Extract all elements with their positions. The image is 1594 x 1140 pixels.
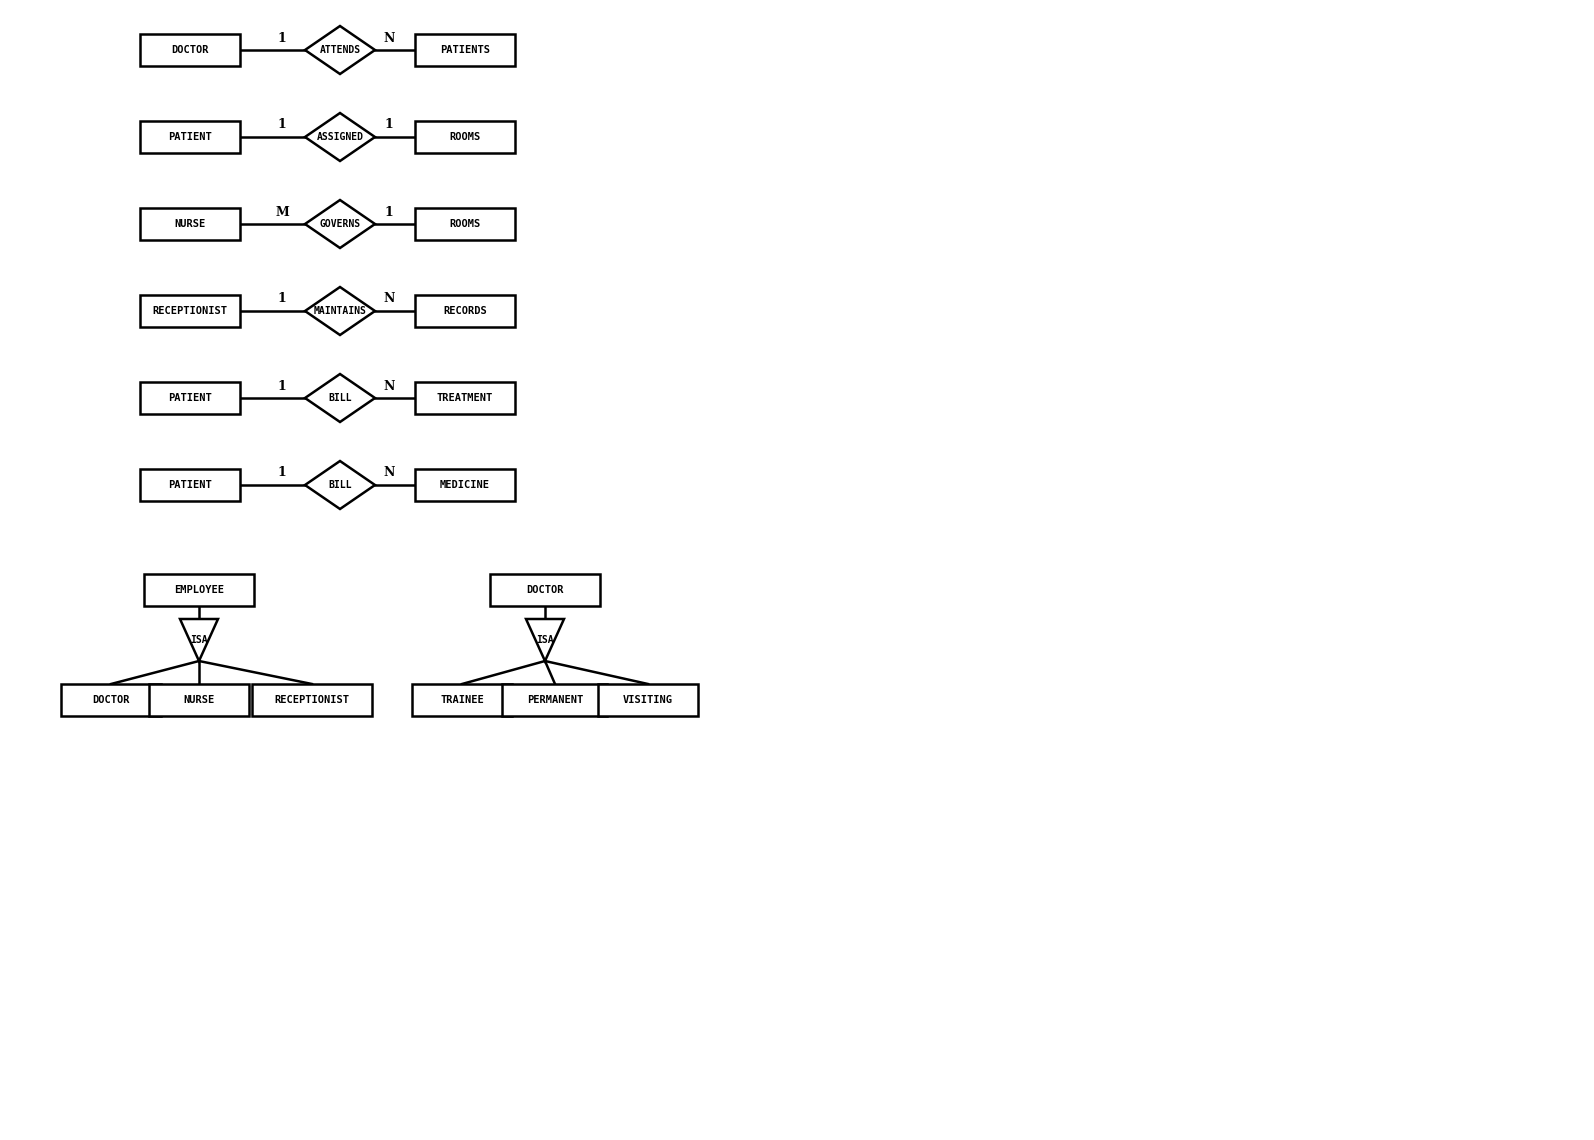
Text: PATIENT: PATIENT — [167, 480, 212, 490]
FancyBboxPatch shape — [414, 469, 515, 500]
FancyBboxPatch shape — [414, 382, 515, 414]
Text: N: N — [383, 293, 395, 306]
Polygon shape — [304, 113, 375, 161]
FancyBboxPatch shape — [414, 121, 515, 153]
Polygon shape — [304, 374, 375, 422]
Text: DOCTOR: DOCTOR — [526, 585, 564, 595]
Text: PATIENTS: PATIENTS — [440, 44, 489, 55]
FancyBboxPatch shape — [140, 295, 241, 327]
FancyBboxPatch shape — [502, 684, 607, 716]
FancyBboxPatch shape — [252, 684, 371, 716]
Text: DOCTOR: DOCTOR — [92, 695, 129, 705]
Text: EMPLOYEE: EMPLOYEE — [174, 585, 225, 595]
Text: BILL: BILL — [328, 480, 352, 490]
Polygon shape — [304, 26, 375, 74]
Text: M: M — [276, 205, 289, 219]
FancyBboxPatch shape — [140, 207, 241, 241]
FancyBboxPatch shape — [414, 295, 515, 327]
Text: RECEPTIONIST: RECEPTIONIST — [274, 695, 349, 705]
FancyBboxPatch shape — [414, 207, 515, 241]
Text: N: N — [383, 380, 395, 392]
Text: RECORDS: RECORDS — [443, 306, 486, 316]
FancyBboxPatch shape — [148, 684, 249, 716]
FancyBboxPatch shape — [411, 684, 512, 716]
FancyBboxPatch shape — [140, 121, 241, 153]
Text: ROOMS: ROOMS — [450, 219, 481, 229]
Text: ASSIGNED: ASSIGNED — [317, 132, 363, 142]
Text: 1: 1 — [277, 119, 287, 131]
Polygon shape — [304, 287, 375, 335]
Polygon shape — [180, 619, 218, 661]
Text: PERMANENT: PERMANENT — [528, 695, 583, 705]
Text: PATIENT: PATIENT — [167, 393, 212, 404]
Text: DOCTOR: DOCTOR — [171, 44, 209, 55]
Text: N: N — [383, 466, 395, 480]
FancyBboxPatch shape — [414, 34, 515, 66]
Text: GOVERNS: GOVERNS — [319, 219, 360, 229]
Text: 1: 1 — [277, 293, 287, 306]
FancyBboxPatch shape — [140, 469, 241, 500]
Polygon shape — [526, 619, 564, 661]
FancyBboxPatch shape — [140, 34, 241, 66]
Text: NURSE: NURSE — [183, 695, 215, 705]
Text: 1: 1 — [277, 380, 287, 392]
FancyBboxPatch shape — [489, 575, 599, 606]
Text: VISITING: VISITING — [623, 695, 673, 705]
Polygon shape — [304, 200, 375, 249]
Text: NURSE: NURSE — [174, 219, 206, 229]
Text: BILL: BILL — [328, 393, 352, 404]
Polygon shape — [304, 461, 375, 508]
Text: ROOMS: ROOMS — [450, 132, 481, 142]
Text: 1: 1 — [384, 205, 394, 219]
Text: N: N — [383, 32, 395, 44]
FancyBboxPatch shape — [598, 684, 698, 716]
Text: PATIENT: PATIENT — [167, 132, 212, 142]
Text: 1: 1 — [277, 466, 287, 480]
Text: RECEPTIONIST: RECEPTIONIST — [153, 306, 228, 316]
Text: ISA: ISA — [190, 635, 207, 645]
Text: TREATMENT: TREATMENT — [437, 393, 493, 404]
Text: ISA: ISA — [536, 635, 553, 645]
Text: 1: 1 — [384, 119, 394, 131]
Text: ATTENDS: ATTENDS — [319, 44, 360, 55]
Text: TRAINEE: TRAINEE — [440, 695, 485, 705]
Text: 1: 1 — [277, 32, 287, 44]
Text: MEDICINE: MEDICINE — [440, 480, 489, 490]
FancyBboxPatch shape — [143, 575, 253, 606]
FancyBboxPatch shape — [140, 382, 241, 414]
FancyBboxPatch shape — [61, 684, 161, 716]
Text: MAINTAINS: MAINTAINS — [314, 306, 367, 316]
